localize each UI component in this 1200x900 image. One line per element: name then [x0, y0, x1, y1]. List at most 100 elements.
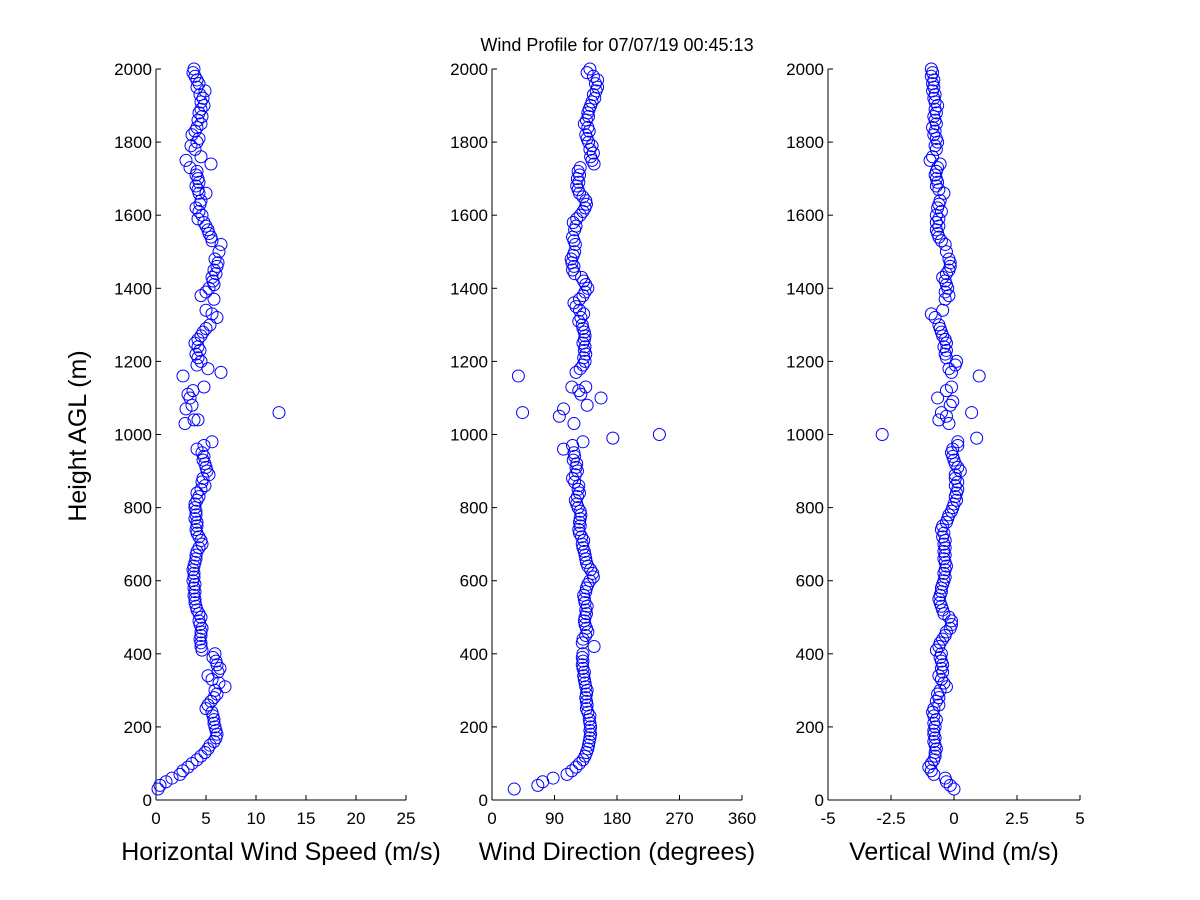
data-point — [199, 285, 213, 299]
data-point — [194, 533, 208, 547]
data-point — [189, 201, 203, 215]
data-point — [938, 285, 952, 299]
data-point — [570, 490, 584, 504]
y-tick-label: 2000 — [786, 60, 824, 79]
data-point — [203, 318, 217, 332]
data-point — [201, 223, 215, 237]
y-tick-label: 1800 — [450, 133, 488, 152]
y-tick-label: 1800 — [114, 133, 152, 152]
data-point — [576, 190, 590, 204]
data-point — [199, 186, 213, 200]
data-point — [199, 702, 213, 716]
data-point — [511, 369, 525, 383]
data-point — [181, 760, 195, 774]
data-point — [944, 380, 958, 394]
data-point — [938, 332, 952, 346]
y-tick-label: 1400 — [450, 279, 488, 298]
x-tick-label: 0 — [949, 809, 958, 828]
data-point — [568, 468, 582, 482]
data-point — [507, 782, 521, 796]
data-point — [572, 384, 586, 398]
y-tick-label: 600 — [460, 572, 488, 591]
x-axis-label: Vertical Wind (m/s) — [849, 838, 1059, 866]
data-point — [212, 245, 226, 259]
data-point — [943, 398, 957, 412]
data-point — [201, 669, 215, 683]
data-point — [569, 365, 583, 379]
y-tick-label: 800 — [796, 499, 824, 518]
data-point — [936, 632, 950, 646]
data-point — [183, 391, 197, 405]
x-tick-label: 360 — [728, 809, 756, 828]
data-point — [934, 234, 948, 248]
data-point — [928, 311, 942, 325]
y-tick-label: 800 — [460, 499, 488, 518]
data-point — [190, 753, 204, 767]
data-point — [573, 208, 587, 222]
data-point — [588, 77, 602, 91]
data-point — [934, 672, 948, 686]
data-point — [207, 716, 221, 730]
data-point — [933, 157, 947, 171]
data-point — [192, 530, 206, 544]
data-point — [207, 735, 221, 749]
data-point — [191, 183, 205, 197]
x-tick-label: -2.5 — [876, 809, 905, 828]
data-point — [586, 88, 600, 102]
y-tick-label: 1200 — [450, 352, 488, 371]
x-tick-label: -5 — [820, 809, 835, 828]
data-point — [579, 278, 593, 292]
data-point — [190, 519, 204, 533]
data-point — [606, 431, 620, 445]
data-point — [272, 406, 286, 420]
data-point — [575, 530, 589, 544]
panel-vertical-wind: 0 200 400 600 800 1000 1200 1400 1600 1800 2000 -5 -… — [786, 60, 1085, 866]
data-point — [188, 497, 202, 511]
data-point — [190, 80, 204, 94]
data-point — [205, 435, 219, 449]
data-point — [195, 621, 209, 635]
data-point — [923, 153, 937, 167]
data-point — [196, 91, 210, 105]
data-point — [950, 354, 964, 368]
data-point — [214, 237, 228, 251]
y-tick-label: 200 — [460, 718, 488, 737]
y-tick-label: 1000 — [450, 426, 488, 445]
data-point — [189, 347, 203, 361]
data-point — [931, 161, 945, 175]
data-point — [190, 135, 204, 149]
data-point — [190, 164, 204, 178]
data-point — [965, 406, 979, 420]
data-point — [560, 767, 574, 781]
data-point — [972, 369, 986, 383]
data-point — [213, 661, 227, 675]
data-point — [567, 417, 581, 431]
data-point — [194, 482, 208, 496]
data-point — [214, 365, 228, 379]
data-point — [929, 216, 943, 230]
data-point — [192, 77, 206, 91]
data-point — [190, 358, 204, 372]
data-point — [875, 428, 889, 441]
data-point — [953, 464, 967, 478]
data-point — [947, 782, 961, 796]
data-point — [196, 325, 210, 339]
data-point — [557, 442, 571, 456]
data-point — [179, 153, 193, 167]
x-tick-label: 20 — [347, 809, 366, 828]
data-point — [206, 650, 220, 664]
y-tick-label: 200 — [124, 718, 152, 737]
data-point — [151, 782, 165, 796]
data-point — [194, 102, 208, 116]
data-point — [578, 285, 592, 299]
data-point — [188, 69, 202, 83]
data-point — [567, 259, 581, 273]
data-point — [933, 194, 947, 208]
data-point — [934, 406, 948, 420]
data-point — [191, 413, 205, 427]
data-point — [931, 687, 945, 701]
data-point — [936, 519, 950, 533]
y-tick-label: 2000 — [450, 60, 488, 79]
y-tick-label: 1400 — [114, 279, 152, 298]
data-point — [204, 157, 218, 171]
